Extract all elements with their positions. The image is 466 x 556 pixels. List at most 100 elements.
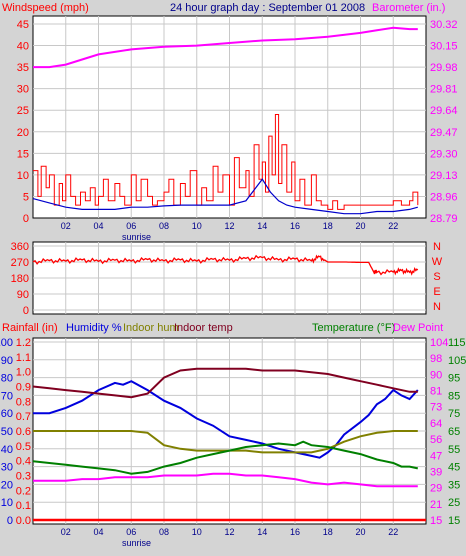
indoor-temp-axis-label: Indoor temp — [174, 322, 233, 334]
rainfall-tick-label: 0.2 — [16, 485, 31, 497]
climate-x-tick-label: 12 — [224, 527, 234, 537]
sunrise-label-top: sunrise — [122, 232, 151, 242]
climate-x-tick-label: 16 — [290, 527, 300, 537]
temperature-axis-label: Temperature (°F) — [312, 322, 395, 334]
wind-gust-line — [33, 114, 419, 210]
indoor-temperature-line — [32, 367, 418, 399]
rainfall-tick-label: 0.7 — [16, 411, 31, 423]
climate-x-tick-label: 14 — [257, 527, 267, 537]
indoor-temperature-tick-label: 75 — [448, 408, 460, 420]
barometer-tick-label: 29.64 — [430, 105, 458, 117]
compass-letter: S — [433, 271, 440, 283]
wind-x-tick-label: 04 — [93, 221, 103, 231]
indoor-temperature-tick-label: 105 — [448, 355, 466, 367]
barometer-tick-label: 30.15 — [430, 41, 458, 53]
chart-title: 24 hour graph day : September 01 2008 — [170, 2, 365, 14]
wind-x-tick-label: 02 — [61, 221, 71, 231]
rainfall-tick-label: 0.3 — [16, 471, 31, 483]
windspeed-tick-label: 10 — [17, 170, 29, 182]
humidity-tick-label: 20 — [1, 479, 13, 491]
temperature-tick-label: 21 — [430, 499, 442, 511]
temperature-tick-label: 104 — [430, 337, 448, 349]
windspeed-tick-label: 45 — [17, 19, 29, 31]
wind-barometer-panel: 02 04 06 08 10 12 14 16 18 20 22 0 5 10 15 20 25 30 35 40 45… — [2, 2, 458, 242]
indoor-temperature-tick-label: 15 — [448, 515, 460, 527]
compass-letter: N — [433, 301, 441, 313]
wind-x-tick-label: 16 — [290, 221, 300, 231]
indoor-temperature-tick-label: 45 — [448, 462, 460, 474]
wind-barometer-ticks: 02 04 06 08 10 12 14 16 18 20 22 0 5 10 15 20 25 30 35 40 45… — [17, 19, 458, 231]
indoor-temperature-tick-label: 25 — [448, 497, 460, 509]
temperature-tick-label: 47 — [430, 450, 442, 462]
windspeed-tick-label: 15 — [17, 148, 29, 160]
humidity-line — [33, 380, 419, 459]
rainfall-tick-label: 0.0 — [16, 515, 31, 527]
direction-tick-label: 90 — [17, 289, 29, 301]
indoor-temperature-tick-label: 85 — [448, 390, 460, 402]
barometer-axis-label: Barometer (in.) — [372, 2, 445, 14]
wind-x-tick-label: 18 — [323, 221, 333, 231]
temperature-tick-label: 98 — [430, 353, 442, 365]
rainfall-tick-label: 0.8 — [16, 396, 31, 408]
humidity-tick-label: 70 — [1, 390, 13, 402]
wind-direction-series — [32, 254, 419, 276]
humidity-tick-label: 90 — [1, 355, 13, 367]
windspeed-tick-label: 30 — [17, 84, 29, 96]
direction-tick-label: 0 — [23, 305, 29, 317]
humidity-tick-label: 10 — [1, 497, 13, 509]
climate-x-tick-label: 06 — [126, 527, 136, 537]
temperature-tick-label: 73 — [430, 402, 442, 414]
rainfall-tick-label: 0.4 — [16, 456, 31, 468]
wind-x-tick-label: 08 — [159, 221, 169, 231]
rainfall-tick-label: 1.2 — [16, 337, 31, 349]
dew-point-line — [33, 472, 418, 488]
direction-tick-label: 360 — [11, 241, 29, 253]
indoor-hum-axis-label: Indoor hum — [123, 322, 179, 334]
wind-x-tick-label: 20 — [355, 221, 365, 231]
temperature-tick-label: 39 — [430, 466, 442, 478]
compass-letter: W — [432, 256, 443, 268]
climate-x-tick-label: 02 — [61, 527, 71, 537]
temperature-tick-label: 56 — [430, 434, 442, 446]
indoor-temperature-tick-label: 115 — [448, 337, 466, 349]
compass-letter: N — [433, 241, 441, 253]
rain-humidity-temperature-panel: 02 04 06 08 10 12 14 16 18 20 22 0 10 20 30 40 50 60 70 80 9… — [0, 322, 466, 548]
compass-letter: E — [433, 286, 440, 298]
wind-x-tick-label: 14 — [257, 221, 267, 231]
windspeed-axis-label: Windspeed (mph) — [2, 2, 89, 14]
barometer-tick-label: 28.79 — [430, 213, 458, 225]
humidity-tick-label: 0 — [7, 515, 13, 527]
climate-x-tick-label: 18 — [323, 527, 333, 537]
climate-x-tick-label: 10 — [192, 527, 202, 537]
wind-average-line — [32, 178, 418, 215]
rainfall-tick-label: 1.1 — [16, 352, 31, 364]
barometer-tick-label: 29.13 — [430, 170, 458, 182]
rainfall-tick-label: 0.6 — [16, 426, 31, 438]
climate-x-tick-label: 04 — [93, 527, 103, 537]
indoor-temperature-tick-label: 65 — [448, 426, 460, 438]
rainfall-tick-label: 0.9 — [16, 382, 31, 394]
humidity-axis-label: Humidity % — [66, 322, 122, 334]
barometer-tick-label: 30.32 — [430, 19, 458, 31]
barometer-line — [33, 26, 418, 69]
humidity-tick-label: 30 — [1, 462, 13, 474]
sunrise-label-bottom: sunrise — [122, 538, 151, 548]
rainfall-tick-label: 0.1 — [16, 500, 31, 512]
windspeed-tick-label: 35 — [17, 62, 29, 74]
rain-humidity-temperature-ticks: 02 04 06 08 10 12 14 16 18 20 22 0 10 20 30 40 50 60 70 80 9… — [0, 337, 466, 537]
wind-barometer-grid — [33, 16, 426, 218]
humidity-tick-label: 100 — [0, 337, 13, 349]
barometer-tick-label: 29.98 — [430, 62, 458, 74]
windspeed-tick-label: 20 — [17, 127, 29, 139]
wind-direction-line — [32, 254, 419, 276]
rainfall-axis-label: Rainfall (in) — [2, 322, 58, 334]
barometer-tick-label: 29.47 — [430, 127, 458, 139]
climate-x-tick-label: 20 — [355, 527, 365, 537]
temperature-tick-label: 90 — [430, 369, 442, 381]
temperature-tick-label: 15 — [430, 515, 442, 527]
barometer-tick-label: 28.96 — [430, 191, 458, 203]
climate-x-tick-label: 22 — [388, 527, 398, 537]
